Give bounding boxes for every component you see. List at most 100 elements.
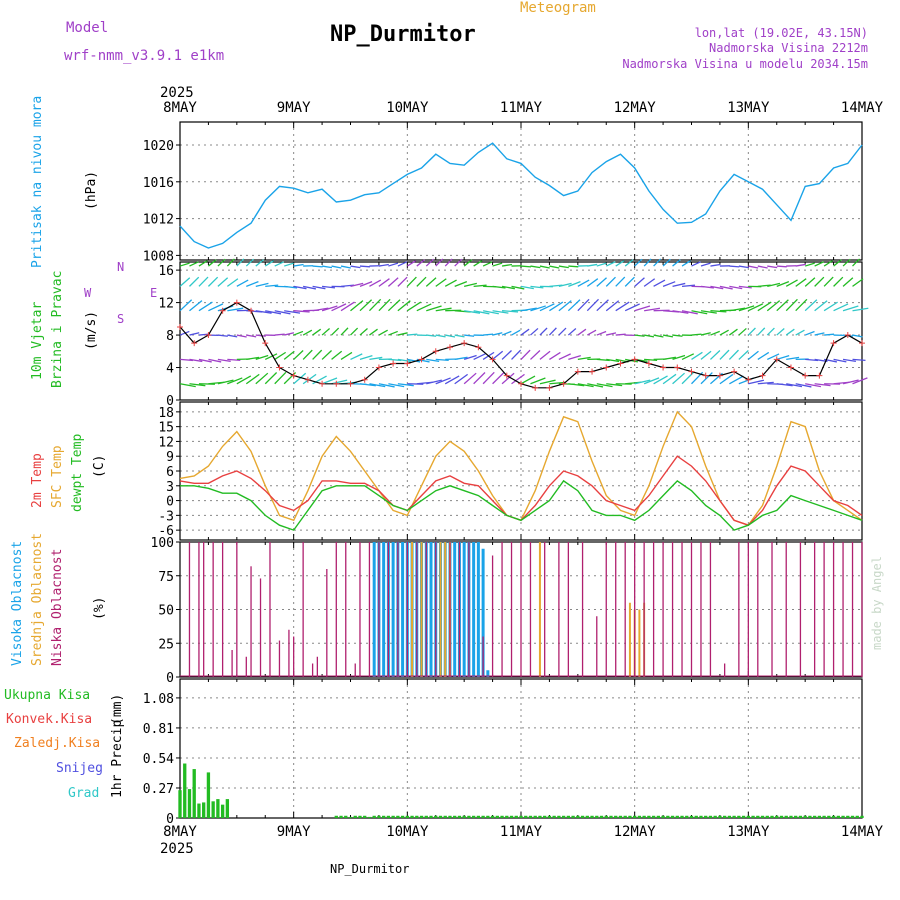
wind-arrow [189,358,203,363]
total-precip-bar [486,815,490,818]
wind-arrow [255,310,272,314]
total-precip-bar [183,763,187,818]
wind-arrow [624,303,640,312]
wind-arrow [823,276,834,287]
wind-arrow [530,285,544,289]
total-precip-bar [651,815,656,818]
wind-arrow [833,303,849,312]
total-precip-bar [741,815,746,818]
wind-arrow [757,381,774,385]
wind-arrow [577,328,587,336]
wind-arrow [728,349,739,360]
top-day-label-2: 10MAY [386,100,429,116]
wind-arrow [568,265,579,268]
wind-arrow [435,278,447,287]
wind-arrow [227,307,244,312]
wind-arrow [463,259,473,267]
wind-arrow [397,300,411,312]
wind-arrow [662,258,671,267]
wind-arrow [331,379,348,385]
wind-arrow [274,261,285,267]
wind-arrow [804,262,815,267]
total-precip-bar [713,815,717,818]
bottom-year-label: 2025 [160,841,194,857]
wind-arrow [274,371,287,385]
wind-arrow [643,258,652,267]
wind-arrow [369,328,378,336]
total-precip-bar [694,815,698,818]
wind-arrow [217,258,226,267]
wind-speed-point [248,307,255,314]
wind-arrow [643,377,660,385]
wind-arrow [634,258,643,267]
wind-arrow [425,258,435,267]
wind-ylabel-2: Brzina i Pravac [50,270,65,388]
wind-arrow [530,350,541,360]
y-tick-label: 1016 [143,176,174,191]
wind-arrow [662,373,677,385]
wind-speed-point [631,356,638,363]
wind-arrow [236,258,245,267]
wind-speed-point [802,372,809,379]
wind-arrow [302,373,317,385]
total-precip-bar [547,815,552,818]
wind-arrow [548,327,557,336]
wind-arrow [729,265,740,268]
total-precip-bar [675,815,679,818]
total-precip-bar [633,815,637,818]
wind-arrow [549,351,561,360]
wind-arrow [406,301,422,312]
wind-arrow [322,285,336,289]
wind-arrow [274,351,287,360]
wind-speed-point [191,340,198,347]
wind-arrow [729,328,738,336]
wind-arrow [852,278,864,287]
wind-arrow [606,383,623,387]
wind-arrow [511,285,525,290]
total-precip-bar [637,815,642,818]
wind-arrow [274,310,291,315]
wind-arrow [482,371,495,385]
y-tick-label: 4 [166,362,174,377]
wind-arrow [463,354,477,361]
wind-arrow [312,375,327,385]
total-precip-bar [727,815,732,818]
wind-arrow [539,265,550,269]
total-precip-bar [220,804,225,818]
total-precip-bar [760,815,765,818]
wind-speed-point [205,332,212,339]
wind-speed-point [475,344,482,351]
wind-arrow [738,285,752,289]
wind-arrow [179,299,193,312]
total-precip-bar [850,815,855,818]
wind-arrow [359,354,373,361]
wind-arrow [255,259,264,267]
wind-arrow [416,276,427,287]
wind-arrow [321,350,333,360]
wind-arrow [672,259,681,267]
wind-arrow [700,310,717,314]
wind-arrow [605,261,616,267]
y-tick-label: 1008 [143,249,174,264]
y-tick-label: 25 [158,637,174,652]
total-precip-bar [533,815,537,818]
wind-arrow [312,285,326,290]
wind-arrow [567,299,581,312]
total-precip-bar [680,815,684,818]
wind-arrow [265,310,282,315]
wind-speed-point [361,376,368,383]
wind-arrow [615,276,626,287]
wind-arrow [312,328,322,336]
total-precip-bar [561,815,566,818]
total-precip-bar [429,815,433,818]
wind-arrow [492,332,503,336]
y-tick-label: 0.27 [143,782,174,797]
bottom-day-label-6: 14MAY [841,824,884,840]
total-precip-bar [457,815,462,818]
wind-arrow [719,373,734,385]
wind-arrow [208,358,222,363]
wind-arrow [672,282,686,287]
wind-arrow [606,332,617,336]
wind-arrow [501,350,512,360]
wind-arrow [217,358,231,363]
